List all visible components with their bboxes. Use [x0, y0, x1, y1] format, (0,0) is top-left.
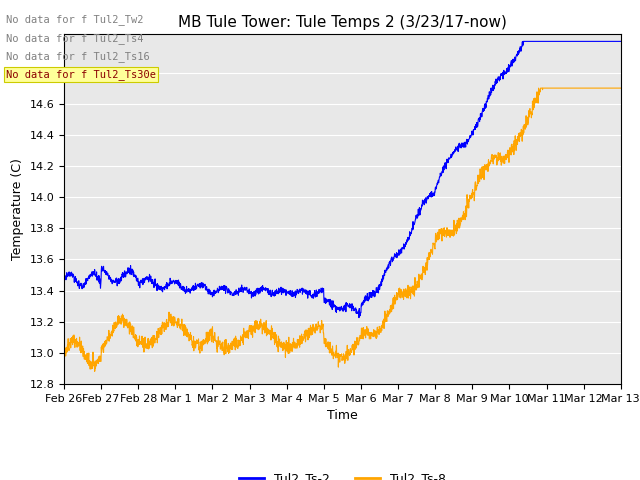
Tul2_Ts-2 — [88, 273, 96, 279]
Tul2_Ts-2 — [316, 288, 324, 294]
Text: No data for f Tul2_Ts16: No data for f Tul2_Ts16 — [6, 51, 150, 62]
Text: No data for f Tul2_Ts30e: No data for f Tul2_Ts30e — [6, 69, 156, 80]
Tul2_Ts-8 — [601, 85, 609, 91]
Line: Tul2_Ts-2: Tul2_Ts-2 — [64, 41, 621, 318]
Tul2_Ts-2 — [601, 38, 609, 44]
Tul2_Ts-2 — [499, 70, 506, 75]
Tul2_Ts-8 — [499, 156, 506, 162]
X-axis label: Time: Time — [327, 409, 358, 422]
Tul2_Ts-2 — [60, 276, 68, 282]
Y-axis label: Temperature (C): Temperature (C) — [11, 158, 24, 260]
Tul2_Ts-2 — [331, 303, 339, 309]
Tul2_Ts-2 — [602, 38, 609, 44]
Tul2_Ts-2 — [355, 315, 363, 321]
Legend: Tul2_Ts-2, Tul2_Ts-8: Tul2_Ts-2, Tul2_Ts-8 — [234, 467, 451, 480]
Tul2_Ts-2 — [617, 38, 625, 44]
Tul2_Ts-8 — [617, 85, 625, 91]
Title: MB Tule Tower: Tule Temps 2 (3/23/17-now): MB Tule Tower: Tule Temps 2 (3/23/17-now… — [178, 15, 507, 30]
Tul2_Ts-8 — [91, 369, 99, 374]
Line: Tul2_Ts-8: Tul2_Ts-8 — [64, 88, 621, 372]
Text: No data for f Tul2_Ts4: No data for f Tul2_Ts4 — [6, 33, 144, 44]
Text: No data for f Tul2_Tw2: No data for f Tul2_Tw2 — [6, 14, 144, 25]
Tul2_Ts-8 — [60, 350, 68, 356]
Tul2_Ts-8 — [602, 85, 609, 91]
Tul2_Ts-8 — [331, 352, 339, 358]
Tul2_Ts-2 — [519, 38, 527, 44]
Tul2_Ts-8 — [88, 366, 96, 372]
Tul2_Ts-8 — [316, 330, 324, 336]
Tul2_Ts-8 — [535, 85, 543, 91]
